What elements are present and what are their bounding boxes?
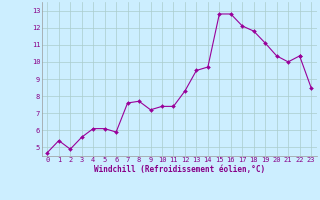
X-axis label: Windchill (Refroidissement éolien,°C): Windchill (Refroidissement éolien,°C) bbox=[94, 165, 265, 174]
